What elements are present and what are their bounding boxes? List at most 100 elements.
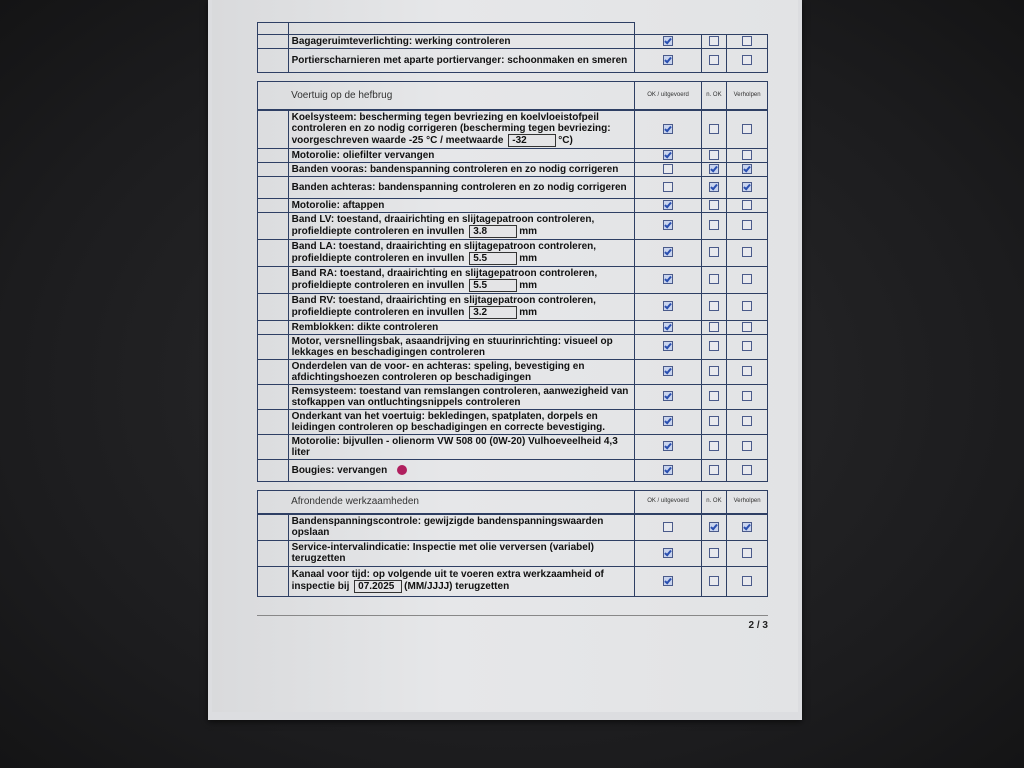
checkbox-nok[interactable]	[708, 575, 719, 586]
checkbox-ok[interactable]	[663, 441, 674, 452]
row-number-cell	[257, 48, 289, 73]
checkbox-fixed[interactable]	[742, 366, 753, 377]
row-number-cell	[257, 211, 289, 240]
checkbox-fixed[interactable]	[742, 321, 753, 332]
checkbox-ok[interactable]	[663, 575, 674, 586]
checkbox-nok[interactable]	[708, 441, 719, 452]
checkbox-ok[interactable]	[663, 391, 674, 402]
checkbox-nok[interactable]	[708, 149, 719, 160]
checkbox-fixed[interactable]	[742, 575, 753, 586]
column-header-ok: OK / uitgevoerd	[634, 489, 702, 515]
checkbox-fixed[interactable]	[742, 55, 753, 66]
checkbox-ok[interactable]	[663, 123, 674, 134]
checkbox-nok[interactable]	[708, 199, 719, 210]
checkbox-fixed[interactable]	[742, 199, 753, 210]
checklist-row: Onderdelen van de voor- en achteras: spe…	[257, 358, 768, 385]
row-description: Service-intervalindicatie: Inspectie met…	[287, 539, 636, 567]
checkbox-ok[interactable]	[663, 416, 674, 427]
row-number-cell	[257, 109, 289, 149]
checkbox-fixed[interactable]	[742, 464, 753, 475]
checkbox-nok[interactable]	[708, 36, 719, 47]
checkbox-nok[interactable]	[708, 321, 719, 332]
row-text: Motor, versnellingsbak, asaandrijving en…	[291, 335, 613, 358]
checkbox-fixed[interactable]	[742, 391, 753, 402]
row-description: Banden vooras: bandenspanning controlere…	[287, 161, 636, 177]
row-description: Band RV: toestand, draairichting en slij…	[287, 292, 636, 321]
checkbox-fixed[interactable]	[742, 301, 753, 312]
checkbox-ok[interactable]	[663, 247, 674, 258]
checkbox-ok[interactable]	[663, 274, 674, 285]
checkbox-nok[interactable]	[708, 391, 719, 402]
checkbox-fixed[interactable]	[742, 441, 753, 452]
checkbox-ok[interactable]	[663, 464, 674, 475]
checkbox-ok[interactable]	[663, 321, 674, 332]
checkbox-nok[interactable]	[708, 301, 719, 312]
value-field[interactable]: 5.5	[469, 278, 518, 292]
checkbox-ok[interactable]	[663, 547, 674, 558]
value-field[interactable]: 07.2025	[354, 580, 403, 593]
checkbox-nok[interactable]	[708, 341, 719, 352]
row-text: Kanaal voor tijd: op volgende uit te voe…	[291, 569, 604, 592]
checkbox-fixed[interactable]	[742, 123, 753, 134]
checklist-row: Band LV: toestand, draairichting en slij…	[257, 211, 768, 240]
checkbox-fixed[interactable]	[742, 547, 753, 558]
row-text: Koelsysteem: bescherming tegen bevriezin…	[291, 111, 611, 146]
checkbox-ok[interactable]	[663, 199, 674, 210]
value-field[interactable]: 3.2	[469, 305, 518, 319]
checkbox-fixed[interactable]	[742, 522, 753, 533]
row-description: Remblokken: dikte controleren	[287, 319, 636, 335]
checkbox-nok[interactable]	[708, 522, 719, 533]
checkbox-nok[interactable]	[708, 366, 719, 377]
section-header: Voertuig op de hefbrug OK / uitgevoerd n. …	[257, 81, 768, 111]
value-field[interactable]: 5.5	[469, 251, 518, 265]
checklist-row: Remsysteem: toestand van remslangen cont…	[257, 383, 768, 410]
value-field[interactable]: 3.8	[469, 224, 518, 238]
checkbox-ok[interactable]	[663, 149, 674, 160]
checkbox-ok[interactable]	[663, 366, 674, 377]
checkbox-fixed[interactable]	[742, 220, 753, 231]
section-title: Afrondende werkzaamheden	[288, 489, 636, 515]
value-field[interactable]: -32	[508, 133, 557, 147]
checkbox-ok[interactable]	[663, 522, 674, 533]
checkbox-fixed[interactable]	[742, 36, 753, 47]
row-description: Onderkant van het voertuig: bekledingen,…	[287, 408, 636, 435]
unit-label: (MM/JJJJ) terugzetten	[404, 581, 510, 592]
checkbox-fixed[interactable]	[742, 181, 753, 192]
footer-divider	[257, 614, 768, 616]
row-text: Bagageruimteverlichting: werking control…	[291, 36, 511, 47]
row-number-cell	[257, 319, 289, 335]
row-text: Bougies: vervangen	[291, 464, 388, 476]
checkbox-fixed[interactable]	[742, 149, 753, 160]
checkbox-nok[interactable]	[708, 464, 719, 475]
column-header-nok: n. OK	[700, 81, 728, 111]
checkbox-ok[interactable]	[663, 220, 674, 231]
checkbox-ok[interactable]	[663, 163, 674, 174]
checklist-row: Banden vooras: bandenspanning controlere…	[257, 161, 768, 177]
checkbox-ok[interactable]	[663, 181, 674, 192]
checkbox-fixed[interactable]	[742, 163, 753, 174]
row-description: Motorolie: aftappen	[287, 197, 636, 213]
checkbox-fixed[interactable]	[742, 274, 753, 285]
checkbox-nok[interactable]	[708, 547, 719, 558]
checkbox-fixed[interactable]	[742, 247, 753, 258]
row-text: Bandenspanningscontrole: gewijzigde band…	[291, 516, 604, 539]
row-description: Bougies: vervangen	[287, 458, 636, 482]
checkbox-ok[interactable]	[663, 55, 674, 66]
checkbox-ok[interactable]	[663, 341, 674, 352]
checkbox-fixed[interactable]	[742, 341, 753, 352]
checkbox-nok[interactable]	[708, 123, 719, 134]
checkbox-nok[interactable]	[708, 163, 719, 174]
row-number-cell	[257, 513, 289, 541]
checkbox-nok[interactable]	[708, 247, 719, 258]
checkbox-nok[interactable]	[708, 55, 719, 66]
table-lift: Voertuig op de hefbrug OK / uitgevoerd n. …	[257, 81, 768, 482]
checkbox-nok[interactable]	[708, 220, 719, 231]
row-text: Banden vooras: bandenspanning controlere…	[291, 163, 619, 175]
checkbox-ok[interactable]	[663, 301, 674, 312]
checkbox-nok[interactable]	[708, 416, 719, 427]
checkbox-ok[interactable]	[663, 36, 674, 47]
checkbox-nok[interactable]	[708, 181, 719, 192]
checklist-row: Service-intervalindicatie: Inspectie met…	[257, 539, 768, 567]
checkbox-nok[interactable]	[708, 274, 719, 285]
checkbox-fixed[interactable]	[742, 416, 753, 427]
